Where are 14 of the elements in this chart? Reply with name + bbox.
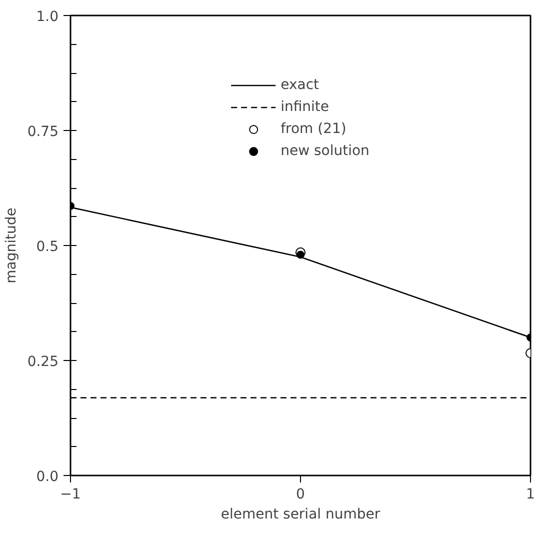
y-tick-label: 0.25 bbox=[27, 354, 58, 370]
legend-label: infinite bbox=[280, 99, 330, 115]
y-tick-label: 0.5 bbox=[36, 239, 58, 255]
x-axis-title: element serial number bbox=[220, 506, 380, 522]
x-tick-label: −1 bbox=[60, 486, 81, 502]
x-tick-label: 1 bbox=[526, 486, 535, 502]
y-tick-label: 1.0 bbox=[36, 9, 58, 25]
legend-label: new solution bbox=[280, 143, 370, 159]
x-tick-label: 0 bbox=[296, 486, 305, 502]
legend-label: exact bbox=[280, 77, 320, 93]
legend-label: from (21) bbox=[280, 121, 346, 137]
y-axis-title: magnitude bbox=[3, 208, 20, 284]
y-tick-label: 0.0 bbox=[36, 469, 58, 485]
y-tick-label: 0.75 bbox=[27, 124, 58, 140]
